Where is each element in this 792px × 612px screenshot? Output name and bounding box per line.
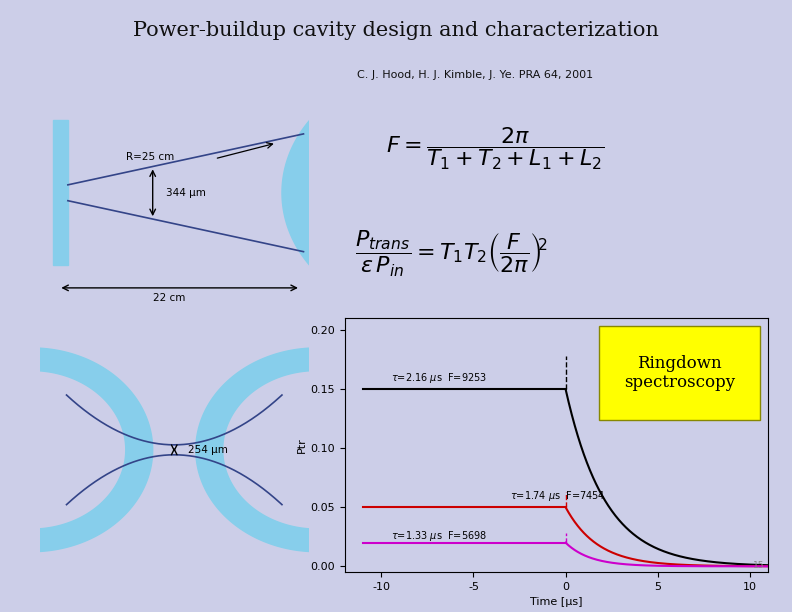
Text: 15: 15 xyxy=(753,561,764,570)
Text: $\tau$=1.33 $\mu$s  F=5698: $\tau$=1.33 $\mu$s F=5698 xyxy=(390,529,487,543)
Polygon shape xyxy=(282,72,400,313)
Text: $\dfrac{P_{trans}}{\varepsilon\, P_{in}} = T_1 T_2 \left(\dfrac{F}{2\pi}\right)^: $\dfrac{P_{trans}}{\varepsilon\, P_{in}}… xyxy=(355,229,547,279)
Text: Power-buildup cavity design and characterization: Power-buildup cavity design and characte… xyxy=(133,21,659,40)
Polygon shape xyxy=(13,348,153,551)
Y-axis label: Ptr: Ptr xyxy=(297,438,307,453)
Text: 254 μm: 254 μm xyxy=(188,445,227,455)
X-axis label: Time [μs]: Time [μs] xyxy=(530,597,583,608)
Text: $\tau$=1.74 $\mu$s  F=7454: $\tau$=1.74 $\mu$s F=7454 xyxy=(510,489,606,503)
Text: C. J. Hood, H. J. Kimble, J. Ye. PRA 64, 2001: C. J. Hood, H. J. Kimble, J. Ye. PRA 64,… xyxy=(357,70,593,80)
Bar xyxy=(53,121,68,265)
Text: $\tau$=2.16 $\mu$s  F=9253: $\tau$=2.16 $\mu$s F=9253 xyxy=(390,371,486,385)
FancyBboxPatch shape xyxy=(599,326,760,420)
Text: 344 μm: 344 μm xyxy=(166,188,206,198)
Text: R=25 cm: R=25 cm xyxy=(126,152,174,162)
Polygon shape xyxy=(196,348,336,551)
Text: $F = \dfrac{2\pi}{T_1 + T_2 + L_1 + L_2}$: $F = \dfrac{2\pi}{T_1 + T_2 + L_1 + L_2}… xyxy=(386,125,604,172)
Text: 22 cm: 22 cm xyxy=(153,294,185,304)
Text: Ringdown
spectroscopy: Ringdown spectroscopy xyxy=(623,354,735,391)
